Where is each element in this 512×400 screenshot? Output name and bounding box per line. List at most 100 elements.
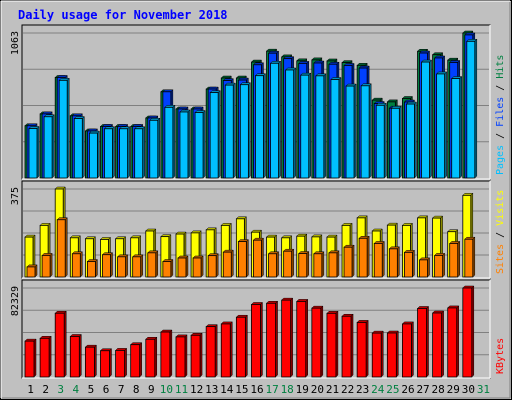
bar-sites-27 — [418, 257, 431, 278]
bar-sites-4 — [71, 251, 83, 278]
x-tick-label: 12 — [190, 383, 203, 396]
bar-kbytes-4 — [69, 333, 82, 378]
x-tick-label: 13 — [205, 383, 218, 396]
bar-pages-25 — [390, 105, 402, 179]
x-tick-label: 18 — [281, 383, 294, 396]
bar-pages-13 — [209, 90, 221, 179]
bar-sites-16 — [252, 237, 265, 278]
x-tick-label: 7 — [118, 383, 125, 396]
x-tick-label: 24 — [371, 383, 385, 396]
bar-kbytes-14 — [220, 321, 233, 378]
bar-kbytes-10 — [160, 329, 173, 378]
bar-sites-12 — [192, 255, 204, 278]
bar-kbytes-6 — [99, 348, 113, 378]
bar-pages-29 — [451, 75, 463, 179]
y-max-label: 1063 — [10, 31, 21, 55]
bar-kbytes-5 — [84, 344, 97, 378]
bar-pages-11 — [179, 109, 191, 179]
bar-sites-8 — [132, 254, 144, 278]
legend-pages: Pages — [495, 145, 506, 175]
bar-sites-15 — [237, 238, 249, 278]
bar-sites-3 — [56, 217, 68, 278]
bar-sites-19 — [298, 250, 310, 278]
panel-3: 82329 KBytes — [10, 279, 506, 379]
y-max-label: 375 — [10, 187, 21, 205]
bar-pages-2 — [43, 114, 55, 179]
bar-pages-14 — [224, 82, 236, 179]
bar-kbytes-1 — [24, 338, 37, 378]
bar-sites-25 — [388, 246, 400, 278]
bar-kbytes-7 — [114, 347, 128, 378]
bar-sites-13 — [207, 253, 219, 278]
x-tick-label: 4 — [73, 383, 80, 396]
x-tick-label: 26 — [401, 383, 414, 396]
legend-visits: Visits — [495, 190, 506, 226]
bar-pages-12 — [194, 109, 206, 179]
bar-sites-28 — [434, 252, 446, 278]
x-tick-label: 17 — [265, 383, 278, 396]
bar-pages-16 — [254, 73, 267, 179]
bar-pages-7 — [118, 126, 131, 179]
bar-kbytes-26 — [401, 321, 415, 378]
svg-text:Pages / Files / Hits: Pages / Files / Hits — [495, 55, 506, 175]
bar-pages-21 — [330, 76, 342, 179]
bar-pages-24 — [375, 102, 387, 179]
bar-pages-6 — [103, 126, 116, 179]
bar-kbytes-28 — [432, 310, 445, 378]
chart-panels: 1063 Pages / Files / Hits 375 Sites / Visit… — [10, 24, 506, 379]
x-tick-label: 29 — [447, 383, 460, 396]
bar-kbytes-2 — [39, 335, 52, 378]
bar-pages-30 — [466, 38, 478, 179]
bar-sites-10 — [162, 258, 174, 278]
panel-1: 1063 Pages / Files / Hits — [10, 24, 506, 180]
bar-sites-5 — [86, 258, 98, 278]
bar-kbytes-11 — [175, 334, 188, 378]
svg-text:KBytes: KBytes — [495, 338, 506, 374]
legend-hits: Hits — [495, 55, 506, 79]
bar-sites-1 — [26, 264, 38, 278]
svg-text:Sites / Visits: Sites / Visits — [495, 190, 506, 274]
bar-pages-4 — [73, 115, 85, 179]
bar-kbytes-3 — [54, 310, 67, 378]
bar-kbytes-21 — [326, 310, 339, 378]
x-tick-label: 25 — [386, 383, 399, 396]
legend-panel-3: KBytes — [495, 338, 506, 374]
bar-kbytes-17 — [265, 300, 279, 378]
x-tick-label: 20 — [311, 383, 324, 396]
bar-sites-2 — [41, 252, 53, 278]
series-kbytes — [24, 285, 475, 378]
bar-kbytes-22 — [341, 313, 354, 378]
bar-kbytes-27 — [416, 305, 430, 378]
bar-kbytes-30 — [462, 285, 475, 378]
bar-pages-27 — [420, 59, 433, 179]
x-tick-label: 22 — [341, 383, 354, 396]
bar-pages-1 — [28, 125, 40, 179]
bar-kbytes-12 — [190, 332, 203, 378]
legend-sites: Sites — [495, 244, 506, 274]
legend-files: Files — [495, 97, 506, 127]
legend-kbytes: KBytes — [495, 338, 506, 374]
bar-pages-5 — [88, 130, 100, 179]
bar-sites-21 — [328, 250, 340, 278]
x-tick-label: 11 — [175, 383, 188, 396]
x-tick-label: 28 — [432, 383, 445, 396]
legend-separator: / — [495, 127, 506, 145]
x-tick-label: 8 — [133, 383, 140, 396]
legend-separator: / — [495, 226, 506, 244]
bar-pages-8 — [134, 126, 146, 179]
x-tick-label: 31 — [477, 383, 490, 396]
y-max-label: 82329 — [10, 286, 21, 316]
x-tick-label: 2 — [42, 383, 49, 396]
bar-pages-9 — [149, 117, 161, 179]
bar-pages-18 — [285, 67, 297, 179]
bar-kbytes-25 — [386, 330, 399, 378]
bar-sites-6 — [101, 252, 114, 278]
x-tick-label: 23 — [356, 383, 369, 396]
bar-sites-9 — [147, 250, 159, 278]
legend-panel-1: Pages / Files / Hits — [495, 55, 506, 175]
chart-title: Daily usage for November 2018 — [18, 8, 228, 22]
bar-sites-30 — [464, 236, 476, 278]
bar-pages-22 — [345, 83, 357, 179]
bar-kbytes-13 — [205, 324, 218, 378]
